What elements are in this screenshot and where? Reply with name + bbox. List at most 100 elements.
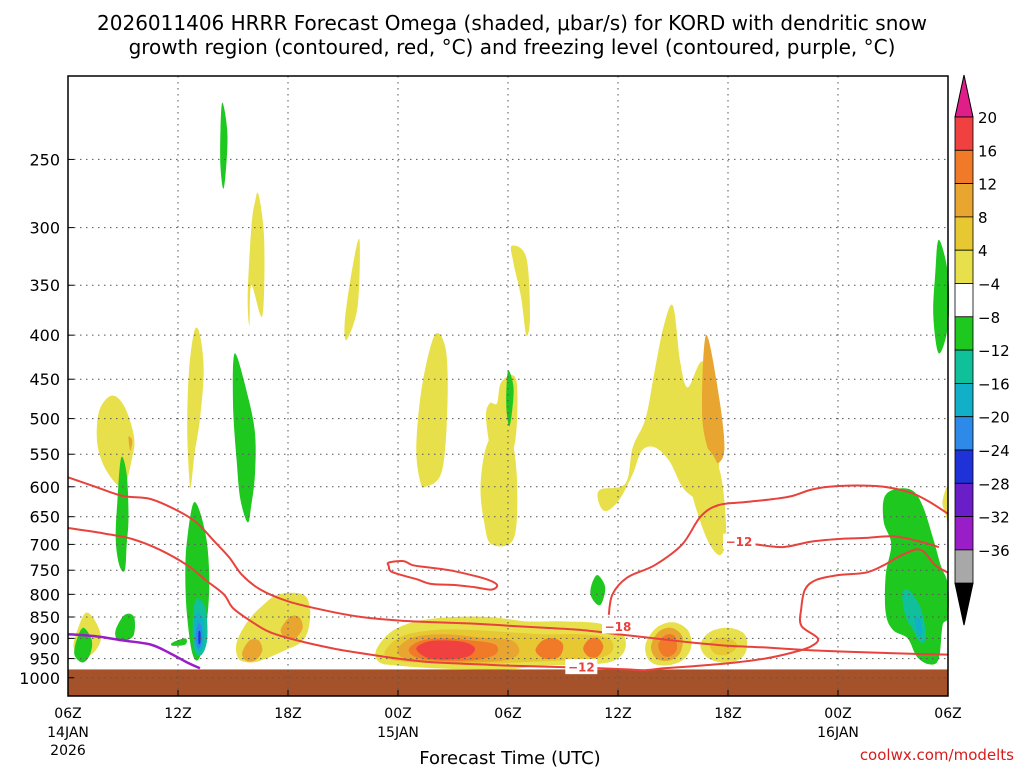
omega-region-green-34: [170, 638, 187, 646]
colorbar-swatch-4: [954, 249, 974, 284]
colorbar-swatch-11: [954, 482, 974, 517]
contour-label-2: −12: [568, 661, 595, 675]
y-tick-label-850: 850: [29, 608, 60, 627]
colorbar-label-2: 12: [978, 176, 997, 194]
colorbar-swatch-12: [954, 516, 974, 551]
chart-title-line-1: 2026011406 HRRR Forecast Omega (shaded, …: [97, 11, 927, 35]
colorbar-top-arrow: [954, 74, 974, 118]
x-date-label-0: 14JAN: [47, 725, 89, 741]
omega-region-yellow-0: [96, 395, 135, 488]
y-tick-label-500: 500: [29, 410, 60, 429]
dgz-contour-1: [67, 527, 949, 672]
colorbar-swatch-2: [954, 183, 974, 218]
omega-region-green-42: [933, 239, 950, 354]
omega-region-yellow-3: [247, 192, 265, 326]
y-tick-label-400: 400: [29, 326, 60, 345]
omega-region-cyan-45: [914, 616, 923, 637]
y-tick-label-1000: 1000: [19, 669, 60, 688]
contour-label-bg-0: [723, 533, 755, 549]
dgz-contour-4: [386, 560, 499, 591]
omega-region-darkorange-21: [535, 638, 564, 660]
x-date-label-7: 16JAN: [817, 725, 859, 741]
y-tick-label-600: 600: [29, 478, 60, 497]
omega-region-yellow-7: [480, 432, 518, 547]
y-tick-label-450: 450: [29, 370, 60, 389]
colorbar-swatch-13: [954, 549, 974, 584]
omega-region-yellow-4: [344, 238, 360, 341]
x-tick-label-7: 00Z: [824, 706, 851, 722]
colorbar-label-8: −16: [978, 375, 1010, 393]
colorbar-label-13: −36: [978, 542, 1010, 560]
dgz-contour-3: [755, 535, 940, 549]
omega-region-green-30: [115, 456, 129, 572]
freezing-level-layer: [67, 632, 201, 670]
y-axis: 250 300 350 400 450 500 550 600 650 700 750 800 850 9…: [19, 150, 74, 688]
colorbar-swatch-5: [954, 283, 974, 318]
x-date-label-3: 15JAN: [377, 725, 419, 741]
contour-label-bg-2: [565, 659, 598, 675]
colorbar-label-4: 4: [978, 242, 988, 260]
omega-region-green-43: [882, 488, 949, 665]
x-tick-label-1: 12Z: [164, 706, 191, 722]
colorbar-swatch-6: [954, 316, 974, 351]
y-tick-label-250: 250: [29, 150, 60, 169]
colorbar-swatch-3: [954, 216, 974, 251]
x-tick-label-8: 06Z: [934, 706, 961, 722]
omega-region-yellow-8: [510, 245, 530, 336]
y-tick-label-350: 350: [29, 276, 60, 295]
colorbar-label-0: 20: [978, 109, 997, 127]
dgz-contour-layer: [67, 476, 949, 672]
colorbar-label-12: −32: [978, 509, 1010, 527]
x-tick-label-6: 18Z: [714, 706, 741, 722]
colorbar-label-10: −24: [978, 442, 1010, 460]
omega-region-darkorange-22: [583, 637, 604, 658]
colorbar-swatch-8: [954, 382, 974, 418]
colorbar: 20 16 12 8 4 −4 −8 −12 −16 −20 −24 −28 −32 −36: [954, 74, 1010, 626]
colorbar-swatch-0: [954, 116, 974, 151]
colorbar-label-3: 8: [978, 209, 988, 227]
x-tick-label-0: 06Z: [54, 706, 81, 722]
omega-region-green-33: [232, 353, 256, 523]
y-tick-label-950: 950: [29, 650, 60, 669]
omega-region-green-29: [220, 102, 228, 189]
omega-region-orange-1: [128, 436, 133, 451]
colorbar-swatch-7: [954, 349, 974, 384]
omega-region-yellow-11: [691, 446, 727, 556]
chart-title-line-2: growth region (contoured, red, °C) and f…: [129, 35, 896, 59]
colorbar-label-7: −12: [978, 342, 1010, 360]
contour-label-bg-1: [602, 618, 634, 634]
omega-region-yellow-2: [187, 327, 204, 488]
colorbar-swatch-10: [954, 449, 974, 484]
y-tick-label-300: 300: [29, 219, 60, 238]
y-tick-label-900: 900: [29, 629, 60, 648]
omega-region-green-41: [590, 575, 606, 606]
contour-label-0: −12: [726, 535, 753, 549]
omega-region-orange-10: [701, 334, 725, 464]
x-year-label-0: 2026: [50, 743, 86, 759]
colorbar-bottom-arrow: [954, 582, 974, 626]
omega-region-orange-15: [242, 639, 263, 662]
dgz-contour-0: [67, 476, 949, 656]
omega-region-red-20: [416, 640, 476, 660]
colorbar-label-1: 16: [978, 142, 997, 160]
colorbar-label-6: −8: [978, 309, 1000, 327]
dgz-contour-2: [607, 484, 949, 615]
x-tick-label-2: 18Z: [274, 706, 301, 722]
colorbar-label-9: −20: [978, 409, 1010, 427]
x-tick-label-3: 00Z: [384, 706, 411, 722]
colorbar-swatch-1: [954, 149, 974, 185]
colorbar-label-5: −4: [978, 276, 1000, 294]
omega-region-yellow-28: [942, 486, 949, 525]
credit-link[interactable]: coolwx.com/modelts: [860, 746, 1014, 764]
omega-region-yellow-5: [416, 333, 448, 488]
grid-layer: [67, 76, 949, 696]
x-axis-title: Forecast Time (UTC): [419, 748, 600, 768]
x-tick-label-5: 12Z: [604, 706, 631, 722]
freezing-level-line: [67, 632, 201, 670]
omega-region-navy-39: [198, 630, 201, 645]
colorbar-label-11: −28: [978, 475, 1010, 493]
y-tick-label-700: 700: [29, 535, 60, 554]
y-tick-label-750: 750: [29, 561, 60, 580]
contour-label-1: −18: [605, 620, 632, 634]
